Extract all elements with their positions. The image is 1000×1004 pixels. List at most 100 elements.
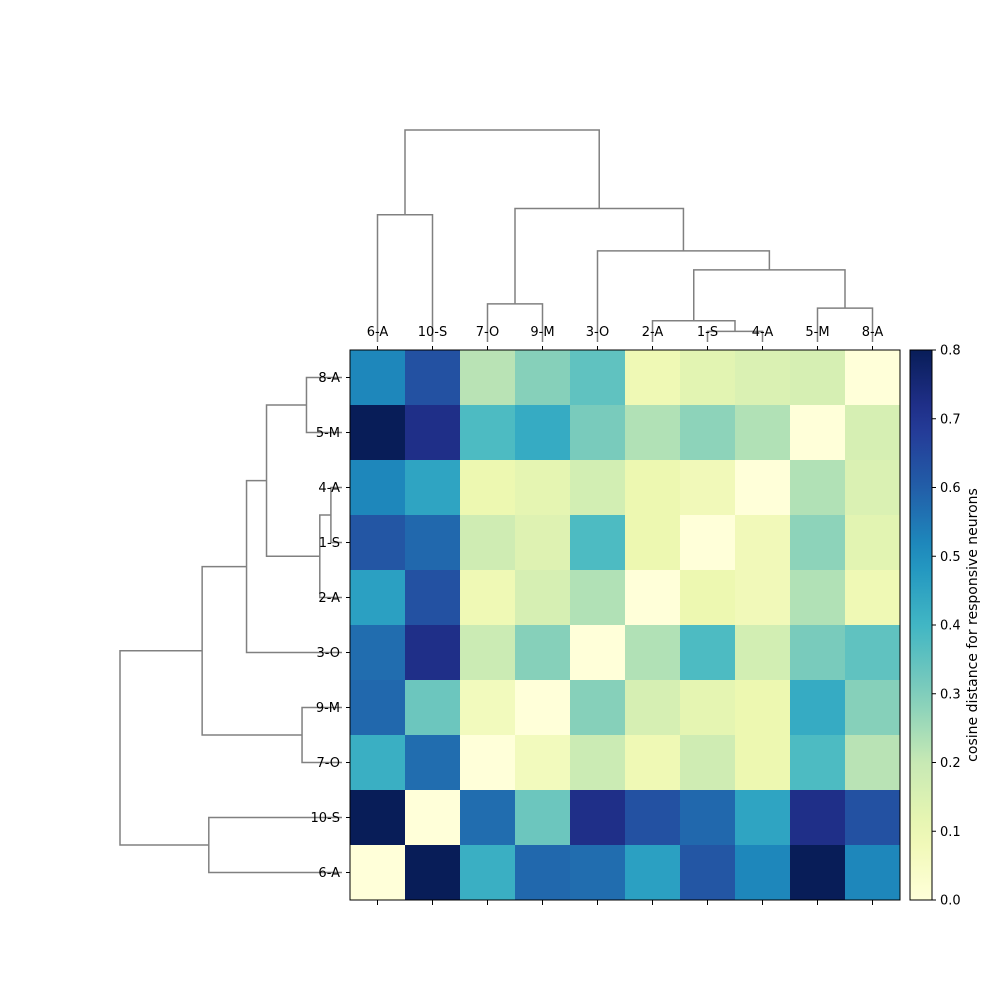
heatmap-cell bbox=[680, 460, 736, 516]
heatmap-cell bbox=[405, 790, 461, 846]
heatmap-cell bbox=[735, 625, 791, 681]
heatmap-cell bbox=[625, 570, 681, 626]
column-dendrogram-link bbox=[596, 250, 771, 342]
column-label: 10-S bbox=[418, 325, 448, 340]
heatmap-cell bbox=[570, 460, 626, 516]
heatmap-cell bbox=[350, 515, 406, 571]
heatmap-cell bbox=[625, 405, 681, 461]
heatmap-cell bbox=[680, 350, 736, 406]
heatmap-cell bbox=[460, 625, 516, 681]
heatmap-cell bbox=[570, 515, 626, 571]
heatmap-cell bbox=[790, 680, 846, 736]
heatmap-cell bbox=[845, 625, 901, 681]
heatmap-cell bbox=[735, 570, 791, 626]
heatmap-cell bbox=[350, 735, 406, 791]
heatmap-cell bbox=[570, 790, 626, 846]
heatmap-cell bbox=[625, 845, 681, 901]
heatmap-cell bbox=[680, 625, 736, 681]
heatmap-cell bbox=[350, 845, 406, 901]
heatmap-cell bbox=[845, 570, 901, 626]
heatmap-cell bbox=[680, 570, 736, 626]
heatmap-cell bbox=[570, 680, 626, 736]
row-label: 9-M bbox=[316, 701, 340, 716]
heatmap-cell bbox=[350, 790, 406, 846]
heatmap-cell bbox=[570, 570, 626, 626]
heatmap-cell bbox=[460, 570, 516, 626]
row-label: 1-S bbox=[319, 536, 340, 551]
heatmap-cell bbox=[405, 515, 461, 571]
column-label: 4-A bbox=[752, 325, 774, 340]
heatmap-cell bbox=[460, 790, 516, 846]
heatmap-cell bbox=[845, 405, 901, 461]
heatmap-cell bbox=[515, 570, 571, 626]
heatmap-cell bbox=[845, 735, 901, 791]
row-label: 3-O bbox=[316, 646, 340, 661]
heatmap-cell bbox=[460, 515, 516, 571]
heatmap-cell bbox=[350, 680, 406, 736]
heatmap-cell bbox=[515, 405, 571, 461]
heatmap-cell bbox=[350, 460, 406, 516]
row-labels: 8-A 5-M 4-A 1-S 2-A 3-O 9-M 7-O 10-S 6-A bbox=[311, 371, 350, 881]
colorbar-tick-label: 0.5 bbox=[940, 550, 961, 565]
heatmap-cell bbox=[405, 350, 461, 406]
heatmap-cell bbox=[570, 350, 626, 406]
row-dendrogram-link bbox=[201, 565, 303, 736]
row-dendrogram-link bbox=[245, 479, 342, 654]
heatmap-cell bbox=[735, 460, 791, 516]
heatmap-cell bbox=[405, 460, 461, 516]
heatmap-cell bbox=[790, 845, 846, 901]
column-dendrogram-link bbox=[404, 129, 600, 215]
heatmap-cell bbox=[680, 845, 736, 901]
row-label: 6-A bbox=[318, 866, 340, 881]
column-label: 2-A bbox=[642, 325, 664, 340]
row-dendrogram-link bbox=[265, 404, 320, 557]
heatmap-cell bbox=[405, 680, 461, 736]
heatmap-cell bbox=[845, 845, 901, 901]
heatmap-cell bbox=[515, 845, 571, 901]
heatmap-cell bbox=[735, 735, 791, 791]
heatmap-cell bbox=[405, 405, 461, 461]
colorbar-tick-label: 0.7 bbox=[940, 412, 961, 427]
column-label: 3-O bbox=[586, 325, 610, 340]
heatmap-cell bbox=[625, 735, 681, 791]
row-dendrogram-link bbox=[119, 650, 209, 846]
row-label: 8-A bbox=[318, 371, 340, 386]
heatmap-cell bbox=[790, 735, 846, 791]
heatmap-cell bbox=[350, 570, 406, 626]
heatmap-cell bbox=[735, 350, 791, 406]
heatmap-cell bbox=[790, 460, 846, 516]
heatmap-cell bbox=[790, 515, 846, 571]
colorbar-tick-label: 0.0 bbox=[940, 894, 961, 909]
row-label: 4-A bbox=[318, 481, 340, 496]
column-label: 5-M bbox=[805, 325, 829, 340]
column-label: 1-S bbox=[697, 325, 718, 340]
colorbar-ticks: 0.0 0.1 0.2 0.3 0.4 0.5 0.6 0.7 0.8 bbox=[932, 344, 961, 909]
row-label: 5-M bbox=[316, 426, 340, 441]
column-label: 7-O bbox=[476, 325, 500, 340]
heatmap-cell bbox=[735, 845, 791, 901]
heatmap-cell bbox=[790, 405, 846, 461]
heatmap-cell bbox=[460, 350, 516, 406]
heatmap-cell bbox=[845, 460, 901, 516]
heatmap-cell bbox=[680, 790, 736, 846]
heatmap-cell bbox=[790, 570, 846, 626]
heatmap-cell bbox=[680, 515, 736, 571]
heatmap-cell bbox=[515, 350, 571, 406]
colorbar-tick-label: 0.1 bbox=[940, 825, 961, 840]
colorbar-tick-label: 0.2 bbox=[940, 756, 961, 771]
heatmap-cell bbox=[350, 405, 406, 461]
heatmap-cell bbox=[680, 735, 736, 791]
heatmap-cell bbox=[570, 625, 626, 681]
column-dendrogram bbox=[376, 129, 874, 342]
heatmap-cell bbox=[515, 790, 571, 846]
heatmap-cell bbox=[680, 680, 736, 736]
heatmap-cell bbox=[735, 515, 791, 571]
heatmap-cells bbox=[350, 350, 901, 901]
colorbar-label: cosine distance for responsive neurons bbox=[965, 488, 981, 762]
heatmap-cell bbox=[405, 735, 461, 791]
heatmap-cell bbox=[405, 570, 461, 626]
heatmap-cell bbox=[845, 680, 901, 736]
column-label: 8-A bbox=[862, 325, 884, 340]
heatmap-cell bbox=[790, 790, 846, 846]
